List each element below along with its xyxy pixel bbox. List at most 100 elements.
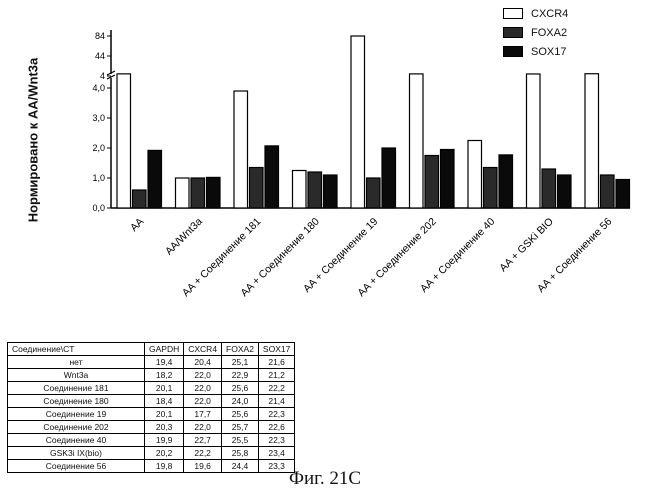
bar-foxa2 [191,178,205,208]
bar-foxa2 [601,175,615,208]
table-row: Соединение 18120,122,025,622,2 [8,382,295,395]
bar-sox17 [265,146,279,208]
table-row: Соединение 18018,422,024,021,4 [8,395,295,408]
bar-cxcr4 [585,74,599,208]
bar-cxcr4 [293,171,307,209]
legend-label-sox17: SOX17 [531,46,566,58]
y-tick-label: 3,0 [92,113,105,123]
table-cell: 22,2 [184,447,222,460]
table-cell: 25,6 [222,408,259,421]
legend-swatch-cxcr4 [503,8,523,19]
bar-foxa2 [484,168,498,209]
table-cell: 23,4 [258,447,294,460]
legend-label-foxa2: FOXA2 [531,27,567,39]
ct-table: Соединение\CT GAPDH CXCR4 FOXA2 SOX17 не… [7,342,295,473]
table-row: нет19,420,425,121,6 [8,356,295,369]
bar-cxcr4 [468,141,482,209]
table-header-cell: GAPDH [145,343,184,356]
table-header-cell: CXCR4 [184,343,222,356]
x-tick-label: AA/Wnt3a [163,216,205,258]
table-row: Соединение 4019,922,725,522,3 [8,434,295,447]
table-row: Wnt3a18,222,022,921,2 [8,369,295,382]
table-row-label: GSK3i IX(bio) [8,447,145,460]
x-tick-label: AA + GSKi BIO [497,216,556,275]
bar-cxcr4 [176,178,190,208]
y-axis-label: Нормировано к AA/Wnt3a [26,58,41,223]
table-cell: 22,3 [258,434,294,447]
y-axis-label-container: Нормировано к AA/Wnt3a [18,40,48,240]
table-cell: 22,0 [184,369,222,382]
table-cell: 20,3 [145,421,184,434]
table-cell: 20,4 [184,356,222,369]
table-cell: 22,6 [258,421,294,434]
y-tick-label: 2,0 [92,143,105,153]
table-header-cell: Соединение\CT [8,343,145,356]
table-row-label: Wnt3a [8,369,145,382]
table-cell: 21,2 [258,369,294,382]
figure-caption: Фиг. 21C [0,468,650,490]
y-tick-label-upper: 4 [100,71,105,81]
bar-sox17 [382,148,396,208]
table-header-cell: FOXA2 [222,343,259,356]
bar-foxa2 [542,169,556,208]
legend-swatch-sox17 [503,46,523,57]
legend-swatch-foxa2 [503,27,523,38]
y-tick-label: 4,0 [92,83,105,93]
table-cell: 22,9 [222,369,259,382]
table-cell: 20,2 [145,447,184,460]
table-header-row: Соединение\CT GAPDH CXCR4 FOXA2 SOX17 [8,343,295,356]
bar-sox17 [148,150,162,208]
bar-cxcr4 [410,74,424,208]
table-cell: 25,8 [222,447,259,460]
table-cell: 21,4 [258,395,294,408]
bar-sox17 [499,155,513,208]
y-tick-label-upper: 44 [95,51,105,61]
bar-foxa2 [250,168,264,209]
table-cell: 22,7 [184,434,222,447]
bar-cxcr4 [527,74,541,208]
bar-cxcr4 [117,74,131,208]
table-cell: 25,1 [222,356,259,369]
bar-foxa2 [367,178,381,208]
y-tick-label: 1,0 [92,173,105,183]
table-cell: 22,3 [258,408,294,421]
table-cell: 22,0 [184,421,222,434]
legend: CXCR4 FOXA2 SOX17 [503,4,568,61]
table-row: GSK3i IX(bio)20,222,225,823,4 [8,447,295,460]
table-cell: 22,2 [258,382,294,395]
table-cell: 17,7 [184,408,222,421]
table-cell: 19,9 [145,434,184,447]
legend-item-foxa2: FOXA2 [503,23,568,42]
bar-cxcr4 [234,91,248,208]
table-cell: 18,4 [145,395,184,408]
table-row-label: Соединение 202 [8,421,145,434]
table-row: Соединение 1920,117,725,622,3 [8,408,295,421]
table-row-label: Соединение 180 [8,395,145,408]
table-row: Соединение 20220,322,025,722,6 [8,421,295,434]
bar-foxa2 [308,172,322,208]
legend-label-cxcr4: CXCR4 [531,8,568,20]
table-cell: 25,7 [222,421,259,434]
table-body: нет19,420,425,121,6Wnt3a18,222,022,921,2… [8,356,295,473]
bar-foxa2 [425,156,439,209]
table-cell: 21,6 [258,356,294,369]
table-cell: 20,1 [145,382,184,395]
table-cell: 24,0 [222,395,259,408]
table-cell: 25,6 [222,382,259,395]
y-tick-label-upper: 84 [95,31,105,41]
table-cell: 22,0 [184,395,222,408]
bar-cxcr4 [351,36,365,208]
table-cell: 22,0 [184,382,222,395]
table-row-label: Соединение 19 [8,408,145,421]
bar-sox17 [324,175,338,208]
bar-foxa2 [133,190,147,208]
table-header-cell: SOX17 [258,343,294,356]
table-cell: 20,1 [145,408,184,421]
table-row-label: Соединение 181 [8,382,145,395]
table-cell: 19,4 [145,356,184,369]
table-cell: 25,5 [222,434,259,447]
bar-sox17 [616,180,630,209]
bar-sox17 [558,175,572,208]
y-tick-label: 0,0 [92,203,105,213]
legend-item-sox17: SOX17 [503,42,568,61]
